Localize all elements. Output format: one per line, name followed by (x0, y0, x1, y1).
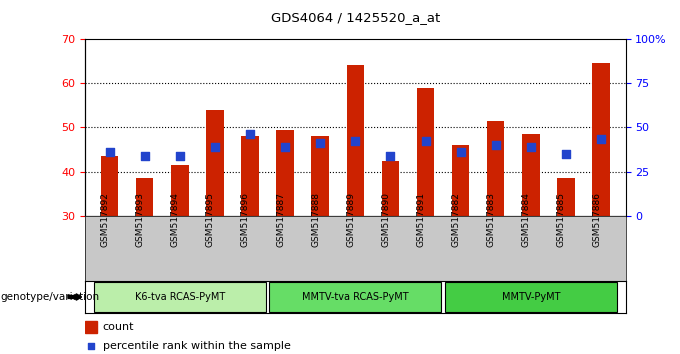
Text: GSM517882: GSM517882 (452, 192, 460, 247)
Point (104, 149, 115, 155)
Point (209, 144, 220, 150)
Point (315, 140, 326, 146)
Text: GSM517889: GSM517889 (346, 192, 356, 247)
Point (385, 153, 396, 159)
Text: percentile rank within the sample: percentile rank within the sample (103, 341, 291, 350)
Text: MMTV-tva RCAS-PyMT: MMTV-tva RCAS-PyMT (302, 292, 409, 302)
Text: GSM517886: GSM517886 (592, 192, 601, 247)
Text: GSM517890: GSM517890 (381, 192, 390, 247)
Bar (487, 121, 505, 216)
Bar (269, 282, 441, 312)
Bar (206, 110, 224, 216)
Point (560, 151, 571, 157)
Bar (417, 88, 435, 216)
Text: GSM517884: GSM517884 (522, 192, 531, 247)
Point (490, 142, 501, 148)
Bar (136, 178, 154, 216)
Text: MMTV-PyMT: MMTV-PyMT (502, 292, 560, 302)
Bar (381, 161, 399, 216)
Bar (445, 282, 617, 312)
Bar (276, 130, 294, 216)
Point (596, 136, 607, 141)
Bar (347, 65, 364, 216)
Point (174, 153, 185, 159)
Bar (311, 136, 329, 216)
Text: GSM517892: GSM517892 (101, 192, 109, 247)
Bar (101, 156, 118, 216)
Text: GSM517891: GSM517891 (417, 192, 426, 247)
Bar (592, 63, 610, 216)
Point (350, 138, 361, 144)
Text: K6-tva RCAS-PyMT: K6-tva RCAS-PyMT (135, 292, 225, 302)
Text: GSM517885: GSM517885 (557, 192, 566, 247)
Point (455, 149, 466, 155)
Point (245, 131, 256, 137)
Text: GSM517896: GSM517896 (241, 192, 250, 247)
Bar (522, 134, 540, 216)
Bar (94, 282, 266, 312)
Bar (452, 145, 469, 216)
Point (86, 343, 97, 348)
Bar (241, 136, 259, 216)
Text: GSM517893: GSM517893 (136, 192, 145, 247)
Point (526, 144, 537, 150)
Text: GSM517883: GSM517883 (487, 192, 496, 247)
Text: GSM517888: GSM517888 (311, 192, 320, 247)
Text: GSM517895: GSM517895 (206, 192, 215, 247)
Text: GSM517887: GSM517887 (276, 192, 285, 247)
Bar (557, 178, 575, 216)
Bar (171, 165, 188, 216)
Bar (85, 321, 97, 333)
Point (139, 153, 150, 159)
Point (279, 144, 290, 150)
Text: GDS4064 / 1425520_a_at: GDS4064 / 1425520_a_at (271, 11, 440, 24)
Point (420, 138, 431, 144)
Text: GSM517894: GSM517894 (171, 192, 180, 247)
Text: genotype/variation: genotype/variation (1, 292, 100, 302)
Text: count: count (103, 322, 135, 332)
